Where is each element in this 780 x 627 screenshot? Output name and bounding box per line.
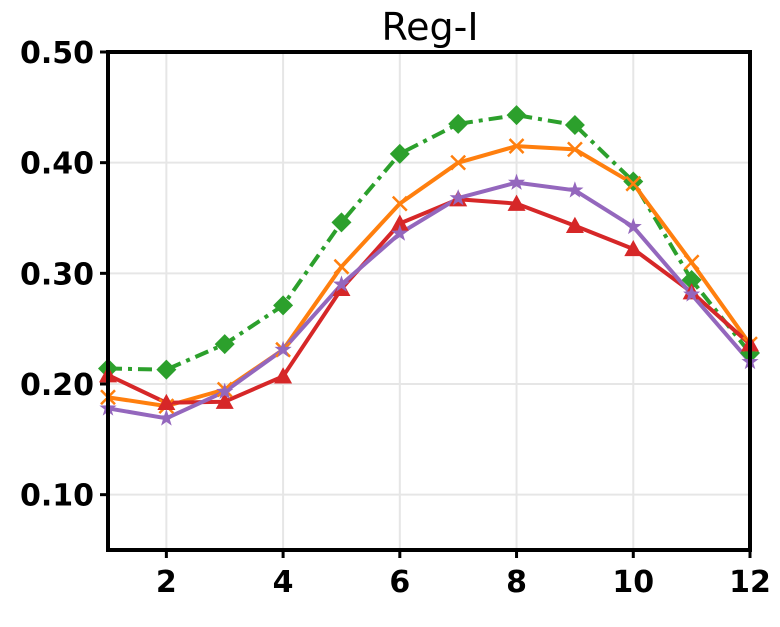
data-point-green	[389, 143, 410, 164]
grid	[108, 51, 751, 550]
marker-layer	[98, 105, 760, 426]
series-line-green	[108, 113, 750, 372]
axis-ticks: 2 4 6 8 10 12 0.10 0.20 0.30 0.40 0.50	[20, 36, 771, 600]
data-point-green	[506, 105, 527, 126]
data-point-orange	[333, 258, 350, 275]
data-point-red	[507, 194, 526, 211]
data-point-orange	[450, 154, 467, 171]
data-point-red	[624, 239, 643, 257]
data-point-green	[564, 115, 585, 136]
data-point-red	[215, 392, 234, 409]
data-point-green	[214, 334, 235, 355]
y-tick-label: 0.20	[20, 368, 94, 403]
data-point-purple	[566, 181, 584, 198]
data-point-green	[681, 269, 702, 290]
data-point-green	[623, 171, 644, 192]
data-point-green	[156, 359, 177, 380]
x-tick-label: 2	[156, 565, 177, 600]
data-point-purple	[216, 382, 234, 399]
data-point-purple	[683, 285, 701, 302]
x-tick-label: 8	[506, 565, 527, 600]
data-point-green	[448, 113, 469, 134]
y-tick-label: 0.30	[20, 257, 94, 292]
data-point-purple	[332, 275, 350, 292]
series-line-purple	[108, 180, 750, 421]
series-line-red	[108, 197, 750, 405]
data-point-purple	[157, 409, 175, 426]
chart-title: Reg-I	[381, 5, 478, 49]
data-point-red	[274, 367, 293, 384]
series-layer	[108, 113, 750, 421]
x-tick-label: 4	[273, 565, 294, 600]
data-point-orange	[391, 195, 408, 212]
x-tick-label: 12	[729, 565, 771, 600]
data-point-purple	[624, 217, 642, 235]
y-tick-label: 0.50	[20, 36, 94, 71]
data-point-orange	[625, 175, 642, 192]
x-tick-label: 6	[389, 565, 410, 600]
plot-frame	[106, 50, 752, 552]
data-point-purple	[274, 340, 292, 357]
data-point-green	[273, 295, 294, 316]
data-point-purple	[391, 224, 409, 241]
data-point-orange	[508, 138, 525, 154]
data-point-orange	[567, 141, 583, 158]
data-point-orange	[683, 254, 700, 271]
data-point-red	[565, 216, 584, 233]
data-point-red	[157, 393, 176, 411]
y-tick-label: 0.10	[20, 479, 94, 514]
data-point-purple	[449, 189, 467, 206]
data-point-red	[390, 214, 409, 231]
x-tick-label: 10	[612, 565, 654, 600]
data-point-green	[331, 212, 352, 233]
series-line-orange	[108, 144, 750, 409]
y-tick-label: 0.40	[20, 147, 94, 182]
data-point-purple	[508, 173, 526, 190]
